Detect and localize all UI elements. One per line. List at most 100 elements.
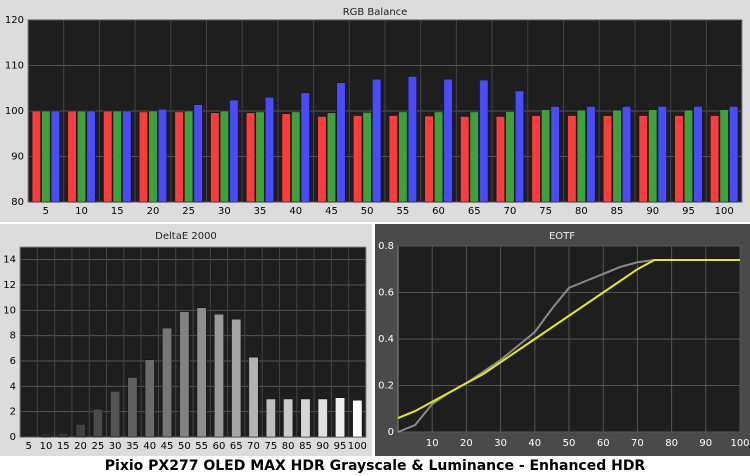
y-tick-label: 0.8 [378, 241, 394, 252]
x-tick-label: 55 [396, 206, 409, 217]
bar [92, 408, 103, 438]
bar [674, 115, 684, 203]
y-tick-label: 90 [11, 152, 24, 163]
x-tick-label: 10 [75, 206, 88, 217]
bar [138, 111, 148, 203]
x-tick-label: 45 [161, 441, 174, 452]
x-tick-label: 40 [289, 206, 302, 217]
x-tick-label: 70 [504, 206, 517, 217]
bar [179, 311, 190, 438]
bar [648, 109, 658, 203]
bar [281, 113, 291, 203]
bar [362, 112, 372, 203]
bar [193, 104, 203, 203]
bar [567, 115, 577, 203]
bar [443, 78, 453, 203]
x-tick-label: 45 [325, 206, 338, 217]
bar [586, 106, 596, 203]
chart-title: DeltaE 2000 [155, 231, 217, 242]
bar [77, 110, 87, 203]
bar [326, 112, 336, 203]
x-tick-label: 60 [213, 441, 226, 452]
x-tick-label: 30 [218, 206, 231, 217]
y-tick-label: 0.4 [378, 334, 394, 345]
y-tick-label: 100 [5, 106, 24, 117]
bar [622, 106, 632, 203]
bar [214, 313, 224, 438]
bar [336, 82, 346, 203]
bar [184, 110, 194, 203]
bar [112, 110, 122, 203]
bar [31, 110, 41, 203]
bar [174, 111, 184, 203]
y-tick-label: 2 [10, 407, 16, 418]
bar [710, 115, 720, 203]
x-tick-label: 60 [597, 438, 610, 449]
x-tick-label: 70 [247, 441, 260, 452]
x-tick-label: 50 [361, 206, 374, 217]
bar [693, 106, 703, 203]
bar [58, 432, 69, 438]
bar [210, 112, 220, 203]
y-tick-label: 0 [10, 432, 16, 443]
x-tick-label: 5 [25, 441, 31, 452]
x-tick-label: 65 [230, 441, 243, 452]
y-tick-label: 4 [10, 381, 16, 392]
bar [407, 76, 417, 203]
bar [219, 110, 229, 203]
bar [434, 111, 444, 203]
bar [196, 307, 207, 438]
y-tick-label: 14 [3, 255, 16, 266]
y-tick-label: 120 [5, 15, 24, 26]
bar [398, 111, 408, 203]
bar [291, 111, 301, 203]
caption: Pixio PX277 OLED MAX HDR Grayscale & Lum… [105, 458, 646, 474]
x-tick-label: 5 [43, 206, 49, 217]
chart-title: EOTF [549, 231, 575, 242]
x-tick-label: 40 [528, 438, 541, 449]
bar [248, 356, 259, 438]
bar [229, 99, 239, 203]
bar [41, 432, 51, 438]
bar [265, 398, 276, 438]
bar [603, 115, 613, 203]
bar [460, 116, 470, 203]
bar [300, 398, 311, 438]
bar [157, 108, 167, 203]
x-tick-label: 20 [147, 206, 160, 217]
bar [353, 115, 363, 203]
bar [148, 110, 158, 203]
x-tick-label: 90 [699, 438, 712, 449]
bar [729, 106, 739, 203]
bar [50, 110, 60, 203]
x-tick-label: 55 [195, 441, 208, 452]
bar [265, 97, 275, 203]
x-tick-label: 50 [563, 438, 576, 449]
y-tick-label: 6 [10, 356, 16, 367]
bar [162, 327, 172, 438]
bar [283, 398, 294, 438]
bar [719, 109, 729, 203]
bar [531, 115, 541, 203]
bar [576, 109, 586, 203]
bar [255, 111, 265, 203]
x-tick-label: 95 [334, 441, 347, 452]
x-tick-label: 85 [299, 441, 312, 452]
x-tick-label: 65 [468, 206, 481, 217]
bar [388, 115, 398, 203]
bar [514, 90, 524, 203]
y-tick-label: 10 [3, 305, 16, 316]
x-tick-label: 40 [143, 441, 156, 452]
y-tick-label: 8 [10, 331, 16, 342]
x-tick-label: 15 [111, 206, 124, 217]
x-tick-label: 75 [264, 441, 277, 452]
bar [335, 397, 345, 438]
bar [231, 318, 242, 438]
bar [541, 109, 551, 203]
bar [246, 112, 256, 203]
bar [300, 92, 310, 203]
bar [75, 424, 86, 438]
x-tick-label: 30 [109, 441, 122, 452]
bar [144, 359, 155, 438]
